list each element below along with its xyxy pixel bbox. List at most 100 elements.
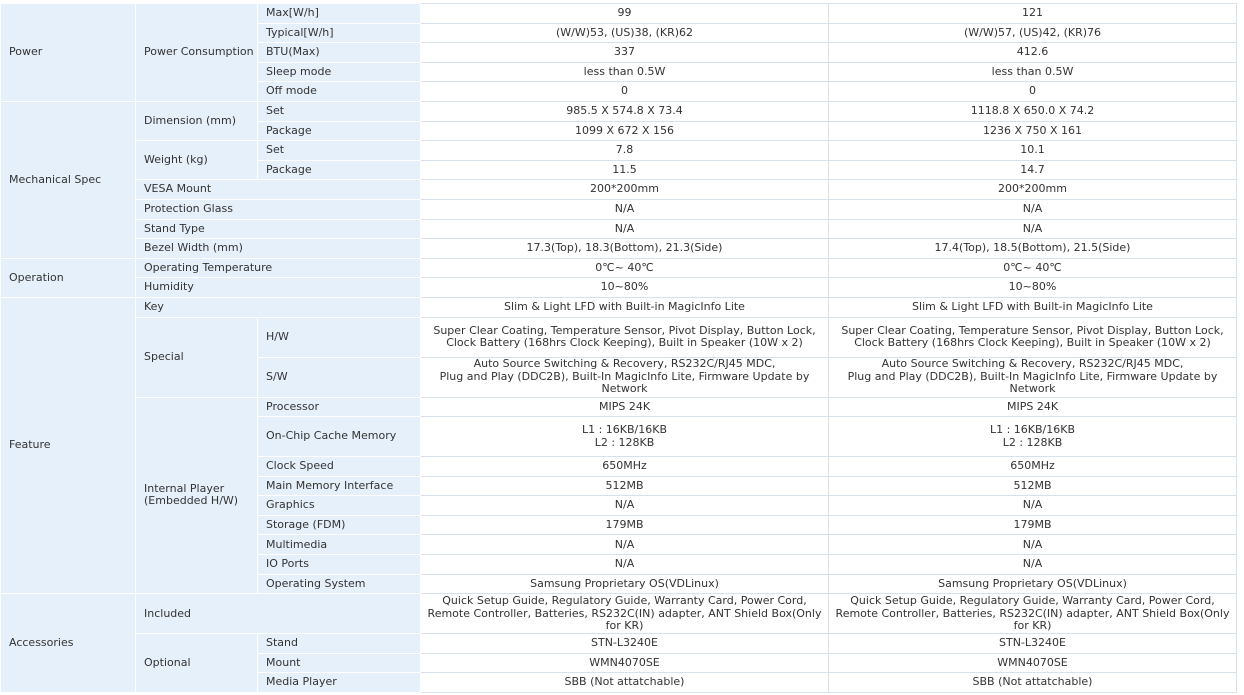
group-label: Dimension (mm): [135, 100, 258, 142]
spec-value: 11.5: [420, 159, 829, 181]
spec-value: Quick Setup Guide, Regulatory Guide, War…: [828, 593, 1237, 635]
spec-value: Samsung Proprietary OS(VDLinux): [420, 573, 829, 595]
item-label: Storage (FDM): [257, 514, 421, 536]
spec-row: Weight (kg) Set 7.8 10.1: [1, 140, 1237, 181]
spec-value: Quick Setup Guide, Regulatory Guide, War…: [420, 593, 829, 635]
spec-value: L1 : 16KB/16KB L2 : 128KB: [828, 416, 1237, 458]
spec-value: MIPS 24K: [420, 396, 829, 418]
spec-row: Mount WMN4070SE WMN4070SE: [1, 652, 1237, 674]
spec-row: Protection Glass N/A N/A: [1, 198, 1237, 220]
spec-value: N/A: [828, 554, 1237, 575]
spec-row: VESA Mount 200*200mm 200*200mm: [1, 179, 1237, 200]
spec-value: 17.4(Top), 18.5(Bottom), 21.5(Side): [828, 238, 1237, 259]
item-label: Multimedia: [257, 534, 421, 556]
spec-row: Bezel Width (mm) 17.3(Top), 18.3(Bottom),…: [1, 238, 1237, 259]
spec-row: Sleep mode less than 0.5W less than 0.5W: [1, 61, 1237, 83]
spec-value: 512MB: [828, 475, 1237, 497]
spec-value: 10~80%: [420, 277, 829, 298]
spec-value: 0: [828, 81, 1237, 102]
spec-value: 650MHz: [420, 456, 829, 477]
item-label: Max[W/h]: [257, 3, 421, 24]
spec-table: Power Power Consumption Max[W/h] 99 121 Typic…: [0, 3, 1237, 694]
spec-row: Power Power Consumption Max[W/h] 99 121: [0, 3, 1237, 102]
spec-row: Feature Key Slim & Light LFD with Built-in…: [0, 296, 1237, 595]
section-title: Power: [0, 3, 136, 102]
spec-row: Clock Speed 650MHz 650MHz: [1, 456, 1237, 477]
spec-row: Package 1099 X 672 X 156 1236 X 750 X 161: [1, 120, 1237, 142]
spec-value: N/A: [420, 198, 829, 220]
item-label: Operating System: [257, 573, 421, 595]
spec-row: Mechanical Spec Dimension (mm) Set 985.5 X …: [0, 100, 1237, 259]
spec-value: Auto Source Switching & Recovery, RS232C…: [420, 356, 829, 398]
spec-value: Super Clear Coating, Temperature Sensor,…: [420, 316, 829, 358]
item-label: Graphics: [257, 495, 421, 516]
spec-value: 200*200mm: [828, 179, 1237, 200]
group-label: Included: [135, 593, 421, 635]
table-body: Power Power Consumption Max[W/h] 99 121 Typic…: [0, 3, 1237, 694]
spec-row: Internal Player (Embedded H/W) Processor M…: [1, 396, 1237, 595]
spec-value: 121: [828, 3, 1237, 24]
spec-value: 7.8: [420, 140, 829, 161]
item-label: Mount: [257, 652, 421, 674]
section-title: Feature: [0, 296, 136, 595]
spec-value: 99: [420, 3, 829, 24]
item-label: Sleep mode: [257, 61, 421, 83]
spec-value: 0℃~ 40℃: [420, 257, 829, 279]
item-label: H/W: [257, 316, 421, 358]
item-label: Typical[W/h]: [257, 22, 421, 44]
item-label: Stand: [257, 633, 421, 654]
spec-value: STN-L3240E: [420, 633, 829, 654]
group-label: Weight (kg): [135, 140, 258, 181]
spec-value: Slim & Light LFD with Built-in MagicInfo…: [828, 296, 1237, 318]
spec-value: N/A: [828, 198, 1237, 220]
section-title: Operation: [0, 257, 136, 298]
spec-value: 1236 X 750 X 161: [828, 120, 1237, 142]
group-label: Optional: [135, 633, 258, 694]
group-label: Key: [135, 296, 421, 318]
group-label: Internal Player (Embedded H/W): [135, 396, 258, 595]
spec-value: N/A: [828, 534, 1237, 556]
spec-value: MIPS 24K: [828, 396, 1237, 418]
spec-row: Multimedia N/A N/A: [1, 534, 1237, 556]
spec-value: Samsung Proprietary OS(VDLinux): [828, 573, 1237, 595]
spec-value: 10.1: [828, 140, 1237, 161]
spec-value: N/A: [828, 218, 1237, 240]
item-label: Processor: [257, 396, 421, 418]
group-label: Power Consumption: [135, 3, 258, 102]
group-label: Humidity: [135, 277, 421, 298]
section-title: Accessories: [0, 593, 136, 694]
section-title: Mechanical Spec: [0, 100, 136, 259]
group-label: Protection Glass: [135, 198, 421, 220]
item-label: Set: [257, 100, 421, 122]
spec-row: Operating System Samsung Proprietary OS(V…: [1, 573, 1237, 595]
spec-value: 1118.8 X 650.0 X 74.2: [828, 100, 1237, 122]
spec-row: Humidity 10~80% 10~80%: [1, 277, 1237, 298]
group-label: VESA Mount: [135, 179, 421, 200]
spec-value: N/A: [420, 554, 829, 575]
spec-value: less than 0.5W: [828, 61, 1237, 83]
spec-value: 14.7: [828, 159, 1237, 181]
spec-row: On-Chip Cache Memory L1 : 16KB/16KB L2 : …: [1, 416, 1237, 458]
spec-value: N/A: [420, 534, 829, 556]
spec-value: SBB (Not attatchable): [828, 672, 1237, 694]
group-label: Bezel Width (mm): [135, 238, 421, 259]
spec-table-wrap: Power Power Consumption Max[W/h] 99 121 Typic…: [0, 3, 1237, 694]
spec-row: S/W Auto Source Switching & Recovery, RS2…: [1, 356, 1237, 398]
spec-value: 1099 X 672 X 156: [420, 120, 829, 142]
spec-value: 337: [420, 42, 829, 63]
spec-value: 412.6: [828, 42, 1237, 63]
spec-value: 512MB: [420, 475, 829, 497]
spec-row: Special H/W Super Clear Coating, Temperatu…: [1, 316, 1237, 398]
spec-value: (W/W)57, (US)42, (KR)76: [828, 22, 1237, 44]
item-label: BTU(Max): [257, 42, 421, 63]
group-label: Operating Temperature: [135, 257, 421, 279]
item-label: Package: [257, 159, 421, 181]
item-label: S/W: [257, 356, 421, 398]
spec-value: SBB (Not attatchable): [420, 672, 829, 694]
spec-value: 179MB: [420, 514, 829, 536]
spec-value: N/A: [420, 495, 829, 516]
spec-value: N/A: [828, 495, 1237, 516]
item-label: Package: [257, 120, 421, 142]
spec-value: 0: [420, 81, 829, 102]
